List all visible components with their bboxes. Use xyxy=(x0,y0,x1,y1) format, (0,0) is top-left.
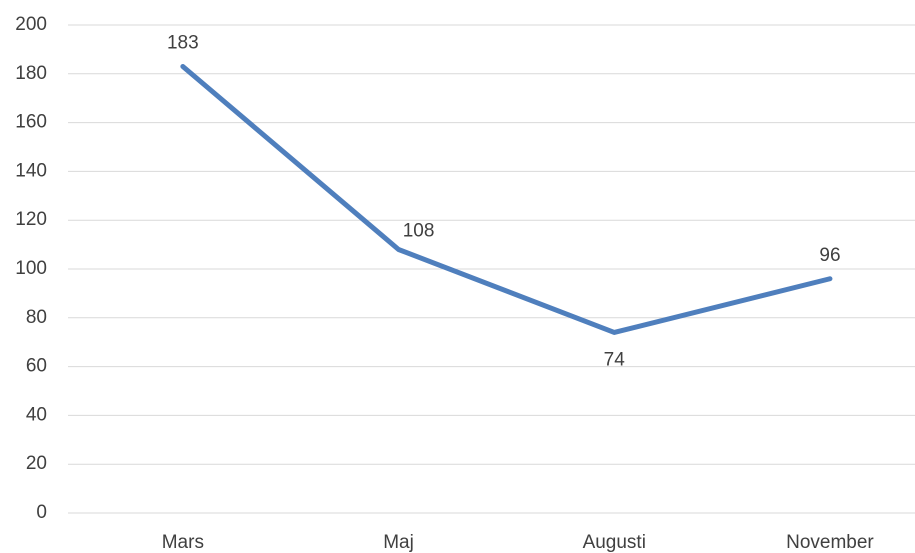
y-tick-label: 140 xyxy=(15,160,47,181)
y-tick-label: 100 xyxy=(15,258,47,279)
y-tick-label: 40 xyxy=(26,404,47,425)
y-tick-label: 160 xyxy=(15,112,47,133)
data-line xyxy=(180,63,833,335)
data-label: 183 xyxy=(167,32,199,53)
y-tick-label: 20 xyxy=(26,453,47,474)
y-tick-label: 200 xyxy=(15,14,47,35)
data-label: 108 xyxy=(403,220,435,241)
x-tick-label: Maj xyxy=(383,532,414,553)
x-tick-label: November xyxy=(786,532,874,553)
x-tick-label: Mars xyxy=(162,532,204,553)
x-tick-label: Augusti xyxy=(583,532,646,553)
y-tick-label: 120 xyxy=(15,209,47,230)
y-tick-label: 80 xyxy=(26,307,47,328)
y-tick-label: 180 xyxy=(15,63,47,84)
data-label: 96 xyxy=(819,245,840,266)
y-tick-label: 0 xyxy=(36,502,47,523)
y-tick-label: 60 xyxy=(26,356,47,377)
data-label: 74 xyxy=(604,349,626,370)
